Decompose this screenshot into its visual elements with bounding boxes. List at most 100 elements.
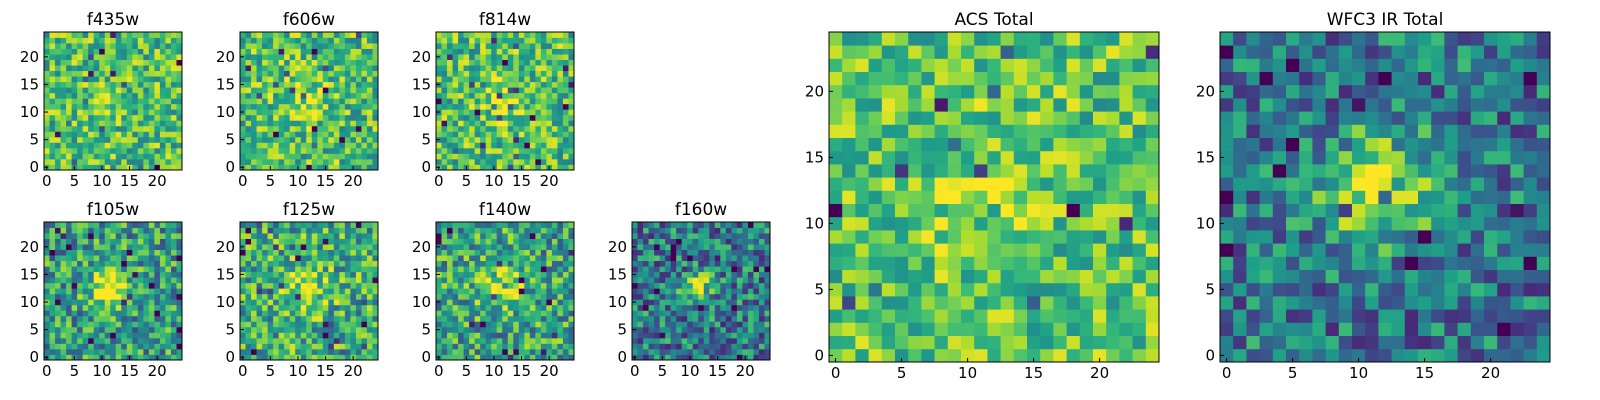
heatmap-cell: [491, 277, 498, 284]
heatmap-cell: [328, 131, 335, 138]
heatmap-cell: [267, 348, 274, 355]
heatmap-cell: [987, 203, 1001, 218]
heatmap-cell: [55, 260, 61, 267]
heatmap-cell: [540, 65, 547, 72]
heatmap-cell: [99, 87, 106, 94]
heatmap-cell: [121, 354, 128, 361]
heatmap-cell: [372, 293, 379, 300]
heatmap-cell: [469, 293, 476, 300]
heatmap-cell: [1132, 230, 1147, 244]
heatmap-cell: [469, 288, 476, 295]
heatmap-cell: [132, 76, 139, 83]
heatmap-cell: [99, 299, 106, 306]
heatmap-cell: [436, 332, 442, 339]
heatmap-cell: [372, 315, 379, 322]
heatmap-cell: [447, 332, 453, 339]
heatmap-cell: [256, 271, 263, 278]
heatmap-cell: [262, 142, 268, 149]
heatmap-cell: [256, 142, 263, 149]
heatmap-cell: [159, 337, 166, 344]
heatmap-cell: [753, 244, 760, 250]
heatmap-cell: [452, 293, 459, 300]
heatmap-cell: [284, 125, 291, 132]
heatmap-cell: [240, 332, 246, 339]
heatmap-cell: [126, 87, 133, 94]
heatmap-cell: [350, 271, 357, 278]
heatmap-cell: [60, 92, 67, 99]
heatmap-cell: [93, 32, 100, 38]
heatmap-cell: [632, 222, 638, 228]
heatmap-cell: [458, 326, 464, 333]
heatmap-cell: [524, 233, 531, 239]
heatmap-cell: [170, 65, 177, 72]
heatmap-cell: [165, 136, 172, 143]
heatmap-cell: [485, 92, 492, 99]
heatmap-cell: [245, 125, 252, 132]
heatmap-cell: [344, 277, 351, 284]
heatmap-cell: [557, 255, 564, 262]
heatmap-cell: [154, 315, 161, 322]
heatmap-cell: [60, 81, 67, 88]
heatmap-cell: [665, 337, 672, 344]
heatmap-cell: [170, 87, 177, 94]
heatmap-cell: [284, 59, 291, 66]
heatmap-cell: [463, 337, 470, 344]
heatmap-cell: [736, 255, 743, 262]
heatmap-cell: [322, 87, 329, 94]
heatmap-cell: [350, 158, 357, 165]
heatmap-cell: [458, 277, 464, 284]
heatmap-cell: [842, 309, 856, 323]
heatmap-cell: [115, 136, 122, 143]
heatmap-cell: [372, 131, 379, 138]
heatmap-cell: [670, 348, 677, 355]
heatmap-cell: [104, 249, 111, 256]
heatmap-cell: [251, 354, 257, 361]
heatmap-cell: [317, 266, 324, 273]
heatmap-cell: [361, 249, 368, 256]
heatmap-cell: [284, 114, 291, 121]
heatmap-cell: [540, 131, 547, 138]
heatmap-cell: [121, 32, 128, 38]
panel-title: f814w: [479, 10, 531, 30]
heatmap-cell: [491, 43, 498, 49]
heatmap-cell: [121, 43, 128, 49]
heatmap-cell: [474, 326, 481, 333]
axes-frame: [43, 221, 183, 361]
heatmap-cell: [289, 87, 296, 94]
heatmap-cell: [49, 354, 56, 361]
heatmap-cell: [469, 227, 476, 234]
heatmap-cell: [507, 158, 514, 165]
heatmap-cell: [344, 337, 351, 344]
heatmap-cell: [289, 321, 296, 328]
heatmap-cell: [491, 125, 498, 132]
heatmap-cell: [753, 343, 760, 350]
heatmap-cell: [143, 337, 150, 344]
heatmap-cell: [322, 260, 329, 267]
heatmap-cell: [317, 227, 324, 234]
heatmap-cell: [496, 310, 503, 317]
heatmap-cell: [568, 109, 575, 116]
heatmap-cell: [1013, 322, 1028, 336]
heatmap-cell: [436, 277, 442, 284]
heatmap-cell: [485, 227, 492, 234]
heatmap-cell: [350, 81, 357, 88]
heatmap-cell: [176, 109, 183, 116]
heatmap-cell: [1093, 190, 1107, 204]
heatmap-cell: [245, 147, 252, 154]
heatmap-cell: [551, 348, 558, 355]
heatmap-cell: [1000, 348, 1015, 363]
heatmap-cell: [93, 98, 100, 105]
heatmap-cell: [170, 326, 177, 333]
heatmap-cell: [176, 238, 183, 245]
heatmap-cell: [447, 164, 453, 171]
heatmap-cell: [637, 282, 644, 289]
heatmap-cell: [99, 244, 106, 250]
heatmap-cell: [436, 32, 442, 38]
heatmap-cell: [104, 164, 111, 171]
heatmap-cell: [698, 277, 705, 284]
heatmap-cell: [1119, 256, 1133, 270]
heatmap-cell: [703, 315, 710, 322]
heatmap-cell: [77, 153, 84, 160]
heatmap-cell: [256, 153, 263, 160]
